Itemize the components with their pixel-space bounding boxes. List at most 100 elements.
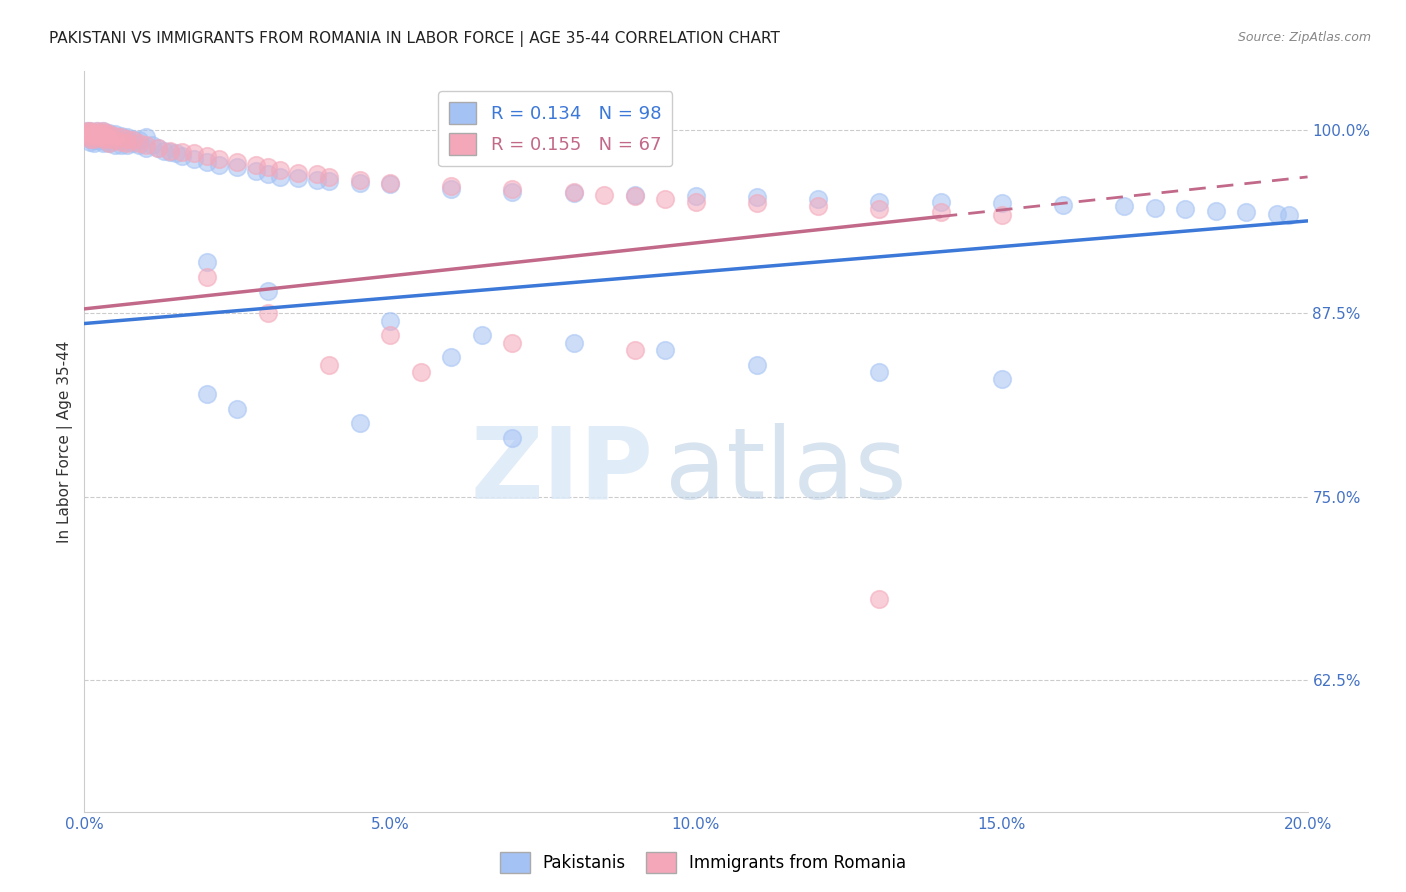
- Point: [104, 137, 127, 152]
- Point: [115, 136, 138, 151]
- Point: [257, 160, 280, 174]
- Point: [110, 133, 132, 147]
- Point: [440, 178, 463, 193]
- Point: [86, 130, 108, 145]
- Point: [624, 187, 647, 202]
- Point: [195, 255, 218, 269]
- Point: [128, 136, 150, 151]
- Point: [83, 128, 105, 142]
- Point: [380, 328, 402, 343]
- Point: [91, 124, 114, 138]
- Point: [115, 130, 138, 145]
- Point: [79, 124, 101, 138]
- Point: [226, 401, 249, 416]
- Point: [349, 176, 371, 190]
- Point: [94, 135, 117, 149]
- Point: [76, 126, 98, 140]
- Point: [195, 269, 218, 284]
- Text: Source: ZipAtlas.com: Source: ZipAtlas.com: [1237, 31, 1371, 45]
- Point: [79, 132, 101, 146]
- Point: [245, 164, 267, 178]
- Point: [208, 153, 231, 167]
- Point: [110, 135, 132, 149]
- Point: [257, 167, 280, 181]
- Point: [747, 196, 769, 211]
- Text: PAKISTANI VS IMMIGRANTS FROM ROMANIA IN LABOR FORCE | AGE 35-44 CORRELATION CHAR: PAKISTANI VS IMMIGRANTS FROM ROMANIA IN …: [49, 31, 780, 47]
- Point: [318, 169, 340, 184]
- Point: [146, 140, 169, 154]
- Point: [869, 365, 891, 379]
- Legend: Pakistanis, Immigrants from Romania: Pakistanis, Immigrants from Romania: [494, 846, 912, 880]
- Point: [869, 592, 891, 607]
- Point: [91, 132, 114, 146]
- Point: [89, 128, 111, 143]
- Point: [409, 365, 432, 379]
- Point: [122, 132, 145, 146]
- Point: [128, 137, 150, 152]
- Point: [86, 133, 108, 147]
- Point: [380, 178, 402, 192]
- Point: [83, 128, 105, 142]
- Point: [91, 124, 114, 138]
- Point: [97, 128, 120, 142]
- Point: [991, 196, 1014, 211]
- Point: [97, 136, 120, 151]
- Point: [593, 187, 616, 202]
- Point: [86, 130, 108, 145]
- Point: [91, 128, 114, 142]
- Text: ZIP: ZIP: [470, 423, 654, 520]
- Point: [624, 343, 647, 357]
- Point: [685, 194, 707, 209]
- Point: [269, 169, 291, 184]
- Point: [208, 158, 231, 172]
- Y-axis label: In Labor Force | Age 35-44: In Labor Force | Age 35-44: [58, 341, 73, 542]
- Point: [318, 358, 340, 372]
- Point: [502, 185, 524, 199]
- Point: [110, 128, 132, 143]
- Point: [195, 387, 218, 401]
- Point: [86, 124, 108, 138]
- Point: [115, 132, 138, 146]
- Point: [226, 155, 249, 169]
- Point: [349, 173, 371, 187]
- Point: [195, 155, 218, 169]
- Point: [1114, 199, 1136, 213]
- Point: [97, 132, 120, 146]
- Point: [86, 124, 108, 138]
- Point: [305, 173, 328, 187]
- Point: [807, 192, 830, 206]
- Point: [146, 140, 169, 154]
- Point: [110, 130, 132, 145]
- Point: [76, 126, 98, 140]
- Legend: R = 0.134   N = 98, R = 0.155   N = 67: R = 0.134 N = 98, R = 0.155 N = 67: [439, 92, 672, 166]
- Point: [562, 335, 585, 350]
- Point: [115, 137, 138, 152]
- Point: [1236, 205, 1258, 219]
- Point: [172, 149, 194, 163]
- Point: [89, 130, 111, 145]
- Point: [104, 128, 127, 143]
- Point: [257, 306, 280, 320]
- Point: [76, 124, 98, 138]
- Point: [440, 181, 463, 195]
- Point: [226, 160, 249, 174]
- Point: [502, 431, 524, 445]
- Point: [287, 165, 309, 179]
- Point: [76, 128, 98, 143]
- Point: [83, 136, 105, 151]
- Point: [807, 199, 830, 213]
- Point: [562, 185, 585, 199]
- Point: [153, 144, 176, 158]
- Point: [135, 137, 157, 152]
- Point: [97, 136, 120, 151]
- Point: [305, 167, 328, 181]
- Point: [172, 145, 194, 159]
- Point: [79, 132, 101, 146]
- Point: [1265, 206, 1288, 220]
- Point: [97, 132, 120, 146]
- Point: [89, 126, 111, 140]
- Point: [135, 130, 157, 145]
- Point: [94, 126, 117, 140]
- Point: [195, 149, 218, 163]
- Point: [929, 194, 952, 209]
